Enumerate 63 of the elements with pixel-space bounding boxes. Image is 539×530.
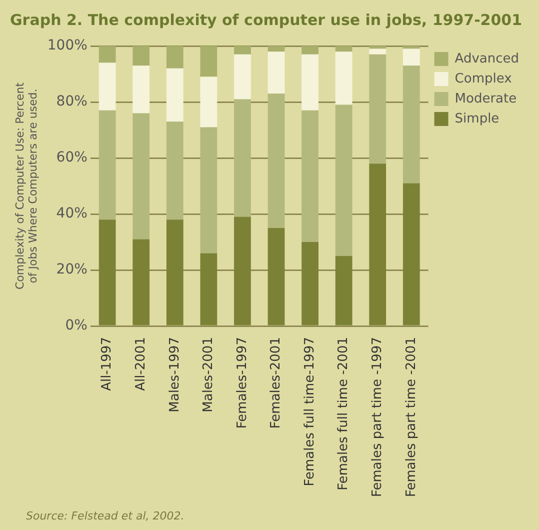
bar: [200, 127, 218, 254]
bar: [132, 239, 150, 326]
bar: [166, 122, 184, 220]
x-tick-label: All-1997: [100, 337, 115, 391]
x-tick-label: Females part time -1997: [370, 337, 385, 498]
x-tick-label: Females full time -2001: [336, 337, 352, 490]
legend-label: Simple: [454, 111, 500, 126]
bar: [234, 46, 251, 54]
y-tick-label: 40%: [56, 206, 88, 222]
bar: [402, 183, 420, 326]
bar: [98, 46, 116, 63]
bar: [402, 46, 420, 49]
bar: [268, 52, 285, 94]
bar: [402, 48, 420, 66]
bar: [369, 46, 386, 49]
bar: [200, 76, 218, 128]
x-tick-label: Females full time-1997: [302, 337, 318, 486]
bar: [98, 62, 116, 110]
y-tick-label: 80%: [56, 94, 88, 110]
bar: [234, 54, 251, 100]
chart-title: Graph 2. The complexity of computer use in jobs, 1997-2001: [10, 10, 522, 29]
bar: [132, 113, 150, 240]
bar: [268, 228, 285, 326]
y-axis-title: Complexity of Computer Use: Percent of Jobs Where Computers are used.: [13, 82, 40, 290]
bar: [268, 94, 285, 228]
bar: [132, 46, 150, 66]
y-tick-label: 20%: [56, 262, 88, 278]
x-tick-label: Males-2001: [201, 337, 216, 412]
legend-label: Advanced: [454, 51, 520, 66]
bar: [335, 46, 352, 52]
bar: [302, 110, 318, 242]
bar: [335, 52, 352, 105]
bar: [166, 68, 184, 122]
source-note: Source: Felstead et al, 2002.: [26, 509, 184, 522]
bar: [166, 46, 184, 68]
bar: [200, 253, 218, 326]
bar: [335, 256, 352, 326]
bar: [335, 104, 352, 256]
bar: [132, 66, 150, 114]
bar: [98, 110, 116, 220]
bar: [98, 220, 116, 326]
x-tick-label: Males-1997: [167, 337, 182, 412]
bar: [369, 48, 386, 54]
bar: [234, 99, 251, 217]
x-tick-label: Females-1997: [234, 337, 250, 429]
bar: [268, 46, 285, 52]
bar: [234, 216, 251, 326]
x-tick-label: All-2001: [133, 337, 148, 391]
bar: [402, 66, 420, 184]
legend-label: Moderate: [454, 91, 517, 106]
bar: [302, 46, 318, 54]
y-tick-label: 60%: [56, 150, 88, 166]
bar: [166, 220, 184, 326]
legend-label: Complex: [454, 71, 512, 86]
bar: [302, 54, 318, 110]
bar: [200, 46, 218, 77]
x-tick-label: Females-2001: [268, 337, 284, 429]
y-tick-label: 100%: [47, 38, 88, 54]
bar: [369, 54, 386, 164]
bar: [369, 164, 386, 326]
bar: [302, 242, 318, 326]
x-tick-label: Females part time -2001: [404, 337, 419, 498]
y-tick-label: 0%: [65, 318, 88, 334]
